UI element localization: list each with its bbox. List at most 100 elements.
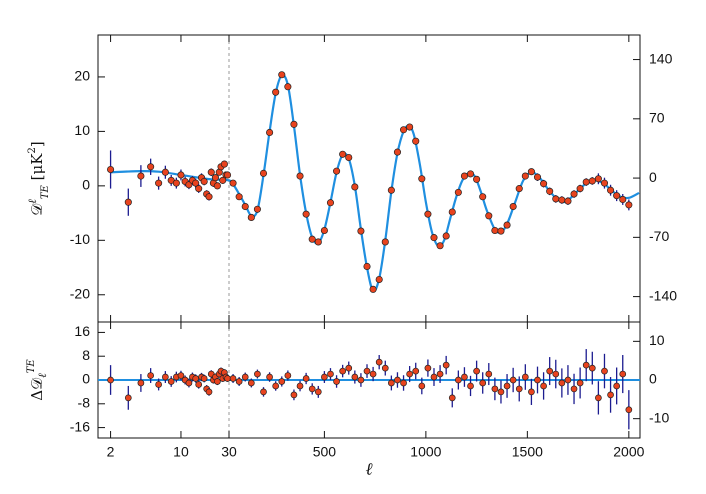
data-point <box>388 379 395 387</box>
data-point <box>220 160 228 168</box>
data-point <box>253 205 261 213</box>
data-point <box>339 150 347 158</box>
data-point <box>369 285 377 293</box>
x-tick-label: 1000 <box>410 444 441 460</box>
data-point <box>448 394 456 402</box>
data-point <box>327 370 334 378</box>
data-point <box>509 202 517 211</box>
data-point <box>546 367 554 375</box>
data-point <box>533 173 542 181</box>
data-point <box>418 175 426 183</box>
data-point <box>172 179 180 187</box>
y-tick-label: 0 <box>82 371 90 387</box>
data-point <box>503 382 511 390</box>
data-point <box>314 388 322 396</box>
data-point <box>200 177 208 186</box>
data-point <box>192 179 200 187</box>
x-tick-label: 500 <box>313 444 337 460</box>
y-axis-label-part: Δ𝒟 <box>28 378 46 401</box>
data-point <box>528 388 535 396</box>
data-point <box>497 388 505 396</box>
data-point <box>266 373 273 381</box>
y2-tick-label: 10 <box>649 332 665 348</box>
y-axis-label-part: [μK <box>28 153 46 185</box>
data-point <box>308 235 316 243</box>
data-point <box>491 385 499 393</box>
data-point <box>363 262 371 271</box>
data-point <box>381 364 389 372</box>
data-point <box>558 196 566 204</box>
data-point <box>461 373 468 381</box>
data-point <box>229 375 237 382</box>
data-point <box>241 373 249 381</box>
data-point <box>254 370 261 378</box>
data-point <box>284 372 292 379</box>
data-point <box>521 373 529 381</box>
data-point <box>107 165 115 174</box>
data-point <box>161 168 169 176</box>
y-tick-label: -16 <box>70 418 90 434</box>
y-axis-label-part: ℓ <box>36 373 49 378</box>
data-point <box>333 378 340 385</box>
data-point <box>546 187 554 195</box>
data-point <box>339 367 347 375</box>
data-point <box>219 176 227 184</box>
data-point <box>588 177 596 185</box>
data-point <box>613 382 621 390</box>
x-tick-label: 1500 <box>512 444 543 460</box>
data-point <box>137 172 145 180</box>
data-point <box>314 238 322 246</box>
data-point <box>527 168 535 176</box>
data-point <box>162 373 169 381</box>
data-point <box>195 381 203 388</box>
data-point <box>399 126 408 134</box>
data-point <box>155 179 163 187</box>
data-point <box>177 372 185 379</box>
data-point <box>515 385 523 393</box>
data-point <box>224 375 231 382</box>
data-point <box>387 186 395 194</box>
data-point <box>357 376 365 384</box>
data-point <box>107 376 114 384</box>
data-point <box>570 190 578 198</box>
data-point <box>167 378 175 385</box>
data-point <box>466 170 475 178</box>
y-tick-label: 20 <box>74 68 90 84</box>
y2-tick-label: -70 <box>649 228 669 244</box>
data-point <box>625 406 633 414</box>
y-axis-label-part: 2 <box>27 147 38 153</box>
data-point <box>185 379 193 387</box>
data-point <box>321 373 328 381</box>
data-point <box>442 232 450 240</box>
data-point <box>576 185 584 193</box>
y-axis-label: 𝒟ℓTE [μK2] <box>26 141 51 215</box>
data-point <box>155 381 162 388</box>
y-tick-label: 16 <box>74 323 90 339</box>
data-point <box>552 370 560 378</box>
data-point <box>473 367 480 375</box>
data-point <box>296 172 304 180</box>
data-point <box>582 178 590 186</box>
data-point <box>497 227 505 235</box>
y-axis-label-part: TE <box>26 359 37 374</box>
data-point <box>235 193 243 201</box>
data-point <box>272 88 280 96</box>
y-axis-label-part: TE <box>40 184 51 199</box>
data-point <box>436 242 444 250</box>
data-point <box>363 367 371 375</box>
data-point <box>607 186 615 194</box>
y-axis-label-part: 𝒟 <box>28 204 46 216</box>
y-axis-label-part: ℓ <box>26 199 39 204</box>
data-point <box>241 202 249 211</box>
data-point <box>540 382 547 390</box>
data-point <box>177 171 185 179</box>
data-point <box>485 370 493 378</box>
data-point <box>594 175 602 183</box>
data-point <box>619 195 627 204</box>
data-point <box>278 71 286 79</box>
data-point <box>147 163 155 171</box>
data-point <box>442 361 450 369</box>
y2-tick-label: 0 <box>649 169 657 185</box>
data-point <box>247 213 255 221</box>
